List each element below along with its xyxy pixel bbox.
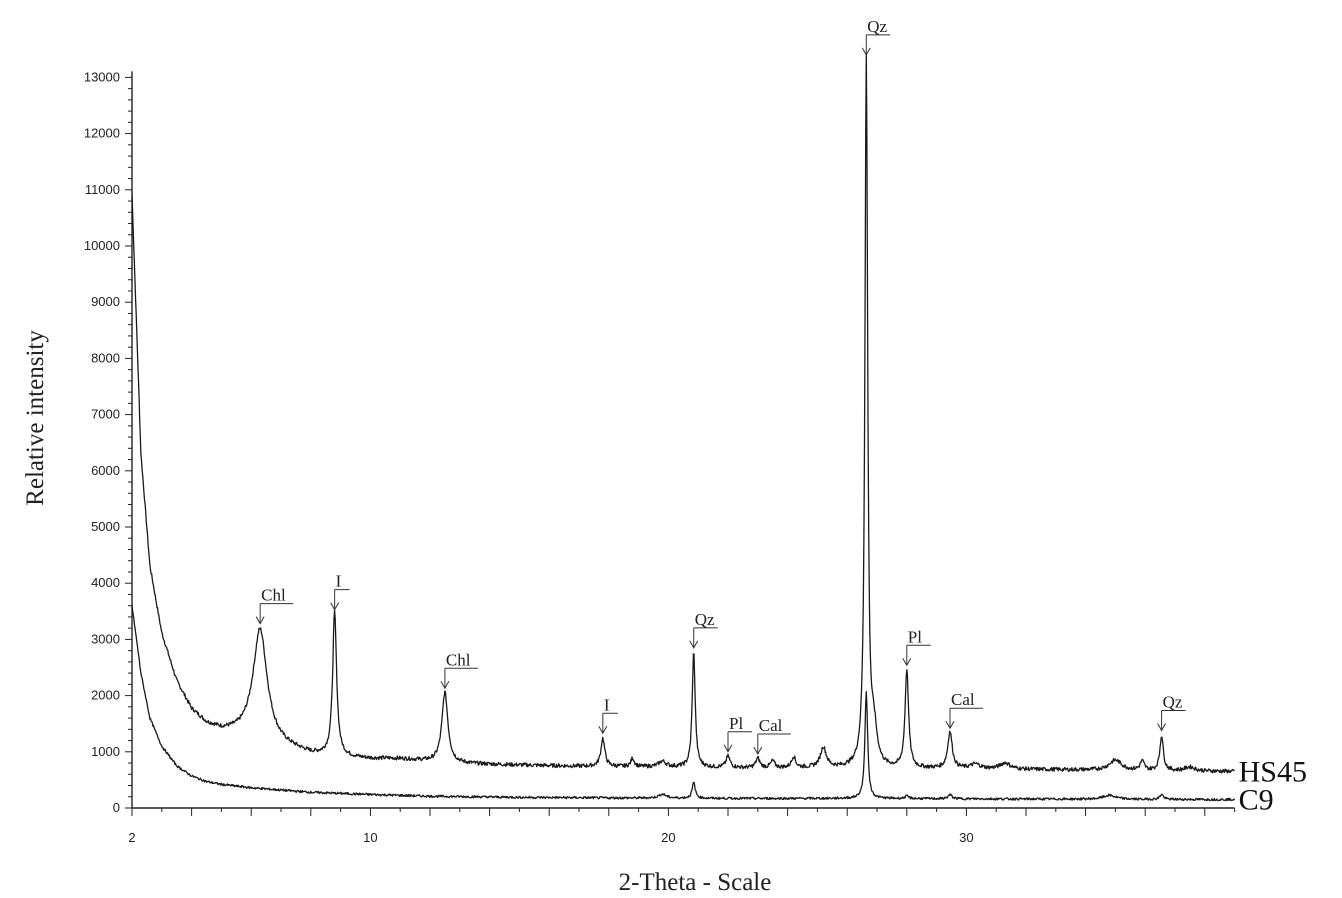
peak-marker: Cal <box>753 716 791 756</box>
peak-arrow-head <box>440 681 450 690</box>
y-axis-title: Relative intensity <box>22 330 49 506</box>
x-tick-label: 30 <box>959 830 973 845</box>
peak-label: Cal <box>951 690 975 709</box>
peak-label: Pl <box>729 714 743 733</box>
x-tick-label: 10 <box>363 830 377 845</box>
peak-label: I <box>604 695 610 714</box>
peak-marker: Pl <box>723 714 752 753</box>
peak-label: I <box>336 572 342 591</box>
peak-arrow-head <box>753 746 763 756</box>
peak-marker: I <box>598 695 618 735</box>
peak-marker: Qz <box>861 17 891 56</box>
y-tick-label: 4000 <box>91 575 120 590</box>
y-tick-label: 3000 <box>91 631 120 646</box>
peak-label: Pl <box>908 627 922 646</box>
peak-marker: Qz <box>689 610 718 649</box>
y-tick-label: 9000 <box>91 294 120 309</box>
peak-marker: Qz <box>1157 692 1186 732</box>
peak-marker: Pl <box>902 627 931 667</box>
y-tick-label: 0 <box>113 800 120 815</box>
y-tick-label: 8000 <box>91 350 120 365</box>
x-tick-label: 2 <box>128 830 135 845</box>
y-tick-label: 12000 <box>84 126 120 141</box>
y-tick-label: 5000 <box>91 519 120 534</box>
peak-marker: Cal <box>945 690 984 730</box>
x-axis-title: 2-Theta - Scale <box>619 869 772 896</box>
peak-label: Qz <box>867 17 887 36</box>
peak-marker: I <box>330 572 350 611</box>
peak-label: Qz <box>695 610 715 629</box>
peak-arrow-head <box>255 616 265 625</box>
series-traces <box>131 52 1236 802</box>
trace-c9 <box>131 605 1236 802</box>
peak-arrow-head <box>689 640 699 649</box>
peak-annotations: Chl I Chl I Qz Pl Cal Qz Pl Cal Qz <box>255 17 1186 756</box>
peak-arrow-head <box>861 47 871 56</box>
peak-marker: Chl <box>255 586 294 625</box>
peak-arrow-head <box>598 726 608 735</box>
y-tick-label: 10000 <box>84 238 120 253</box>
peak-label: Qz <box>1163 692 1183 711</box>
x-tick-label: 20 <box>661 830 675 845</box>
y-axis: 0 1000 2000 3000 4000 5000 6000 7000 8000 9000 100… <box>84 69 133 815</box>
peak-arrow-head <box>1157 723 1167 732</box>
peak-label: Chl <box>261 586 286 605</box>
y-tick-label: 13000 <box>84 69 120 84</box>
y-tick-label: 7000 <box>91 407 120 422</box>
peak-arrow-head <box>945 720 955 730</box>
y-tick-label: 6000 <box>91 463 120 478</box>
peak-arrow-head <box>723 744 733 753</box>
y-tick-label: 11000 <box>85 182 120 197</box>
trace-hs45 <box>131 52 1235 774</box>
peak-label: Chl <box>446 650 471 669</box>
series-label-c9: C9 <box>1239 784 1274 817</box>
peak-marker: Chl <box>440 650 478 690</box>
series-label-hs45: HS45 <box>1239 755 1307 788</box>
y-tick-label: 1000 <box>91 744 120 759</box>
x-axis: 2 10 20 30 <box>128 807 1236 845</box>
peak-arrow-head <box>330 602 340 611</box>
peak-arrow-head <box>902 658 912 667</box>
y-tick-label: 2000 <box>91 688 120 703</box>
peak-label: Cal <box>759 716 783 735</box>
